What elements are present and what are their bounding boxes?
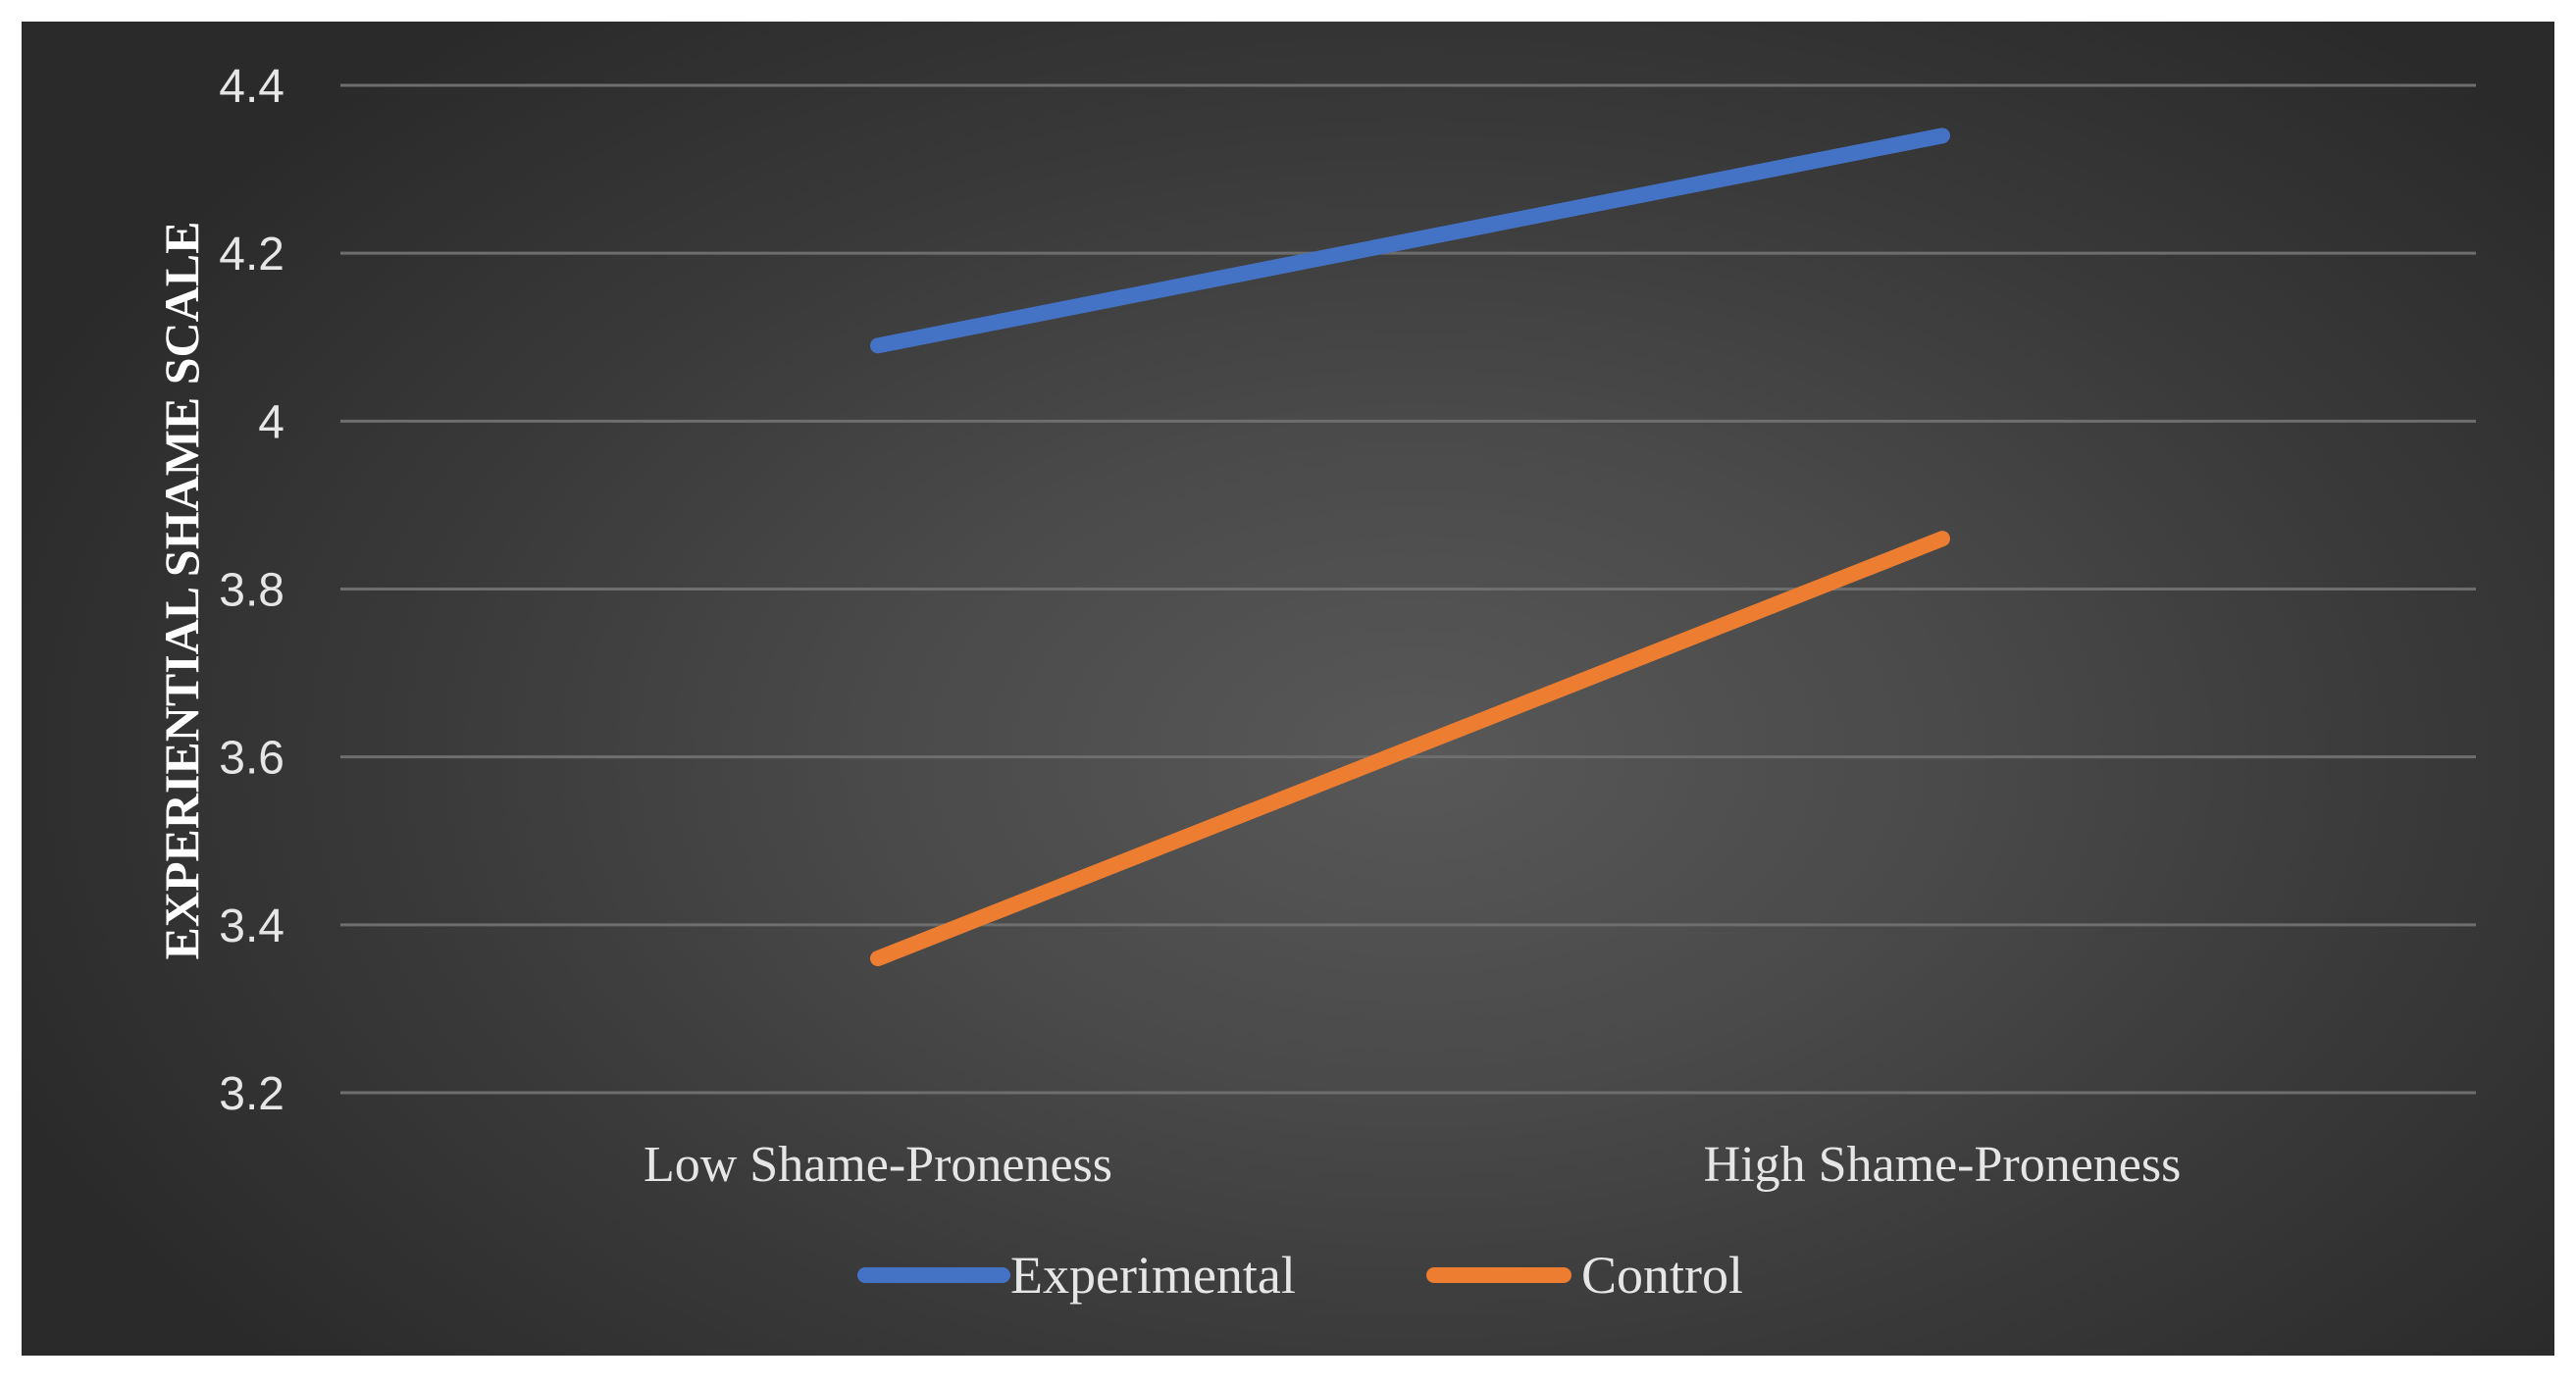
y-axis-title: EXPERIENTIAL SHAME SCALE bbox=[154, 222, 209, 960]
y-tick-label: 3.4 bbox=[219, 900, 284, 952]
chart-area: 3.2 3.4 3.6 3.8 4 4.2 4.4 Low Shame-Proneness H… bbox=[22, 22, 2554, 1356]
legend: Experimental Control bbox=[857, 1246, 1743, 1305]
y-tick-label: 3.6 bbox=[219, 733, 284, 785]
series-line-experimental bbox=[870, 128, 1950, 354]
line-chart: 3.2 3.4 3.6 3.8 4 4.2 4.4 Low Shame-Proneness H… bbox=[154, 61, 2476, 1305]
y-tick-label: 4 bbox=[258, 396, 284, 448]
legend-item-control: Control bbox=[1426, 1246, 1743, 1305]
x-category-label: Low Shame-Proneness bbox=[644, 1137, 1112, 1193]
series-line-control bbox=[870, 531, 1950, 967]
x-category-label: High Shame-Proneness bbox=[1704, 1137, 2182, 1193]
y-tick-label: 3.8 bbox=[219, 565, 284, 617]
series-lines bbox=[870, 128, 1950, 967]
legend-label: Control bbox=[1581, 1246, 1743, 1305]
legend-item-experimental: Experimental bbox=[857, 1246, 1296, 1305]
y-tick-label: 4.2 bbox=[219, 229, 284, 281]
x-axis-categories: Low Shame-Proneness High Shame-Proneness bbox=[644, 1137, 2181, 1193]
legend-label: Experimental bbox=[1010, 1246, 1296, 1305]
y-tick-label: 3.2 bbox=[219, 1068, 284, 1120]
y-tick-label: 4.4 bbox=[219, 61, 284, 113]
y-axis-ticks: 3.2 3.4 3.6 3.8 4 4.2 4.4 bbox=[219, 61, 284, 1120]
